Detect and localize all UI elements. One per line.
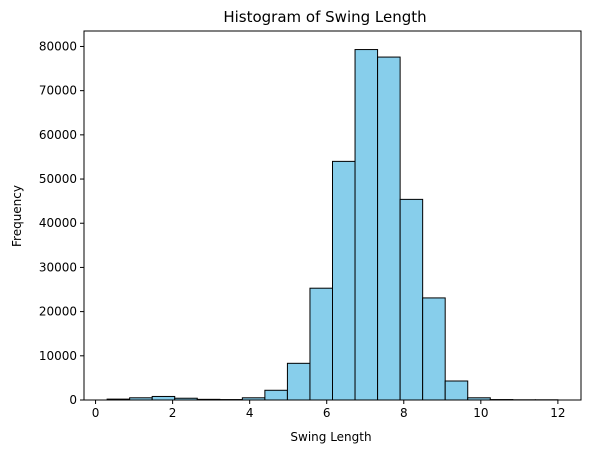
x-axis-label: Swing Length — [290, 430, 371, 444]
y-axis-label: Frequency — [10, 185, 24, 247]
histogram-bar — [399, 198, 424, 401]
chart-title: Histogram of Swing Length — [223, 8, 426, 26]
histogram-bar — [151, 395, 176, 401]
histogram-bar — [264, 389, 288, 401]
y-tick-label: 50000 — [39, 172, 77, 186]
histogram-bar — [444, 380, 469, 401]
histogram-bar — [309, 287, 333, 401]
plot-area: 0 2 4 6 8 10 12 0 10000 20000 30000 40000 50000 60000… — [39, 30, 582, 420]
histogram-bar — [354, 49, 379, 401]
y-tick-label: 20000 — [39, 305, 77, 319]
y-tick-label: 0 — [69, 393, 77, 407]
histogram-bar — [377, 56, 401, 401]
histogram-bar — [332, 160, 356, 401]
x-tick-label: 4 — [246, 406, 254, 420]
x-tick-label: 8 — [400, 406, 408, 420]
x-tick-label: 2 — [169, 406, 177, 420]
y-tick-label: 80000 — [39, 39, 77, 53]
y-tick-label: 60000 — [39, 128, 77, 142]
x-tick-label: 12 — [550, 406, 565, 420]
y-tick-label: 30000 — [39, 260, 77, 274]
y-tick-label: 10000 — [39, 349, 77, 363]
y-tick-label: 70000 — [39, 84, 77, 98]
axes-frame — [83, 30, 582, 401]
histogram-bar — [286, 362, 311, 401]
x-tick-label: 6 — [323, 406, 331, 420]
y-tick-label: 40000 — [39, 216, 77, 230]
x-tick-label: 10 — [473, 406, 488, 420]
x-tick-label: 0 — [92, 406, 100, 420]
histogram-bar — [422, 297, 446, 401]
